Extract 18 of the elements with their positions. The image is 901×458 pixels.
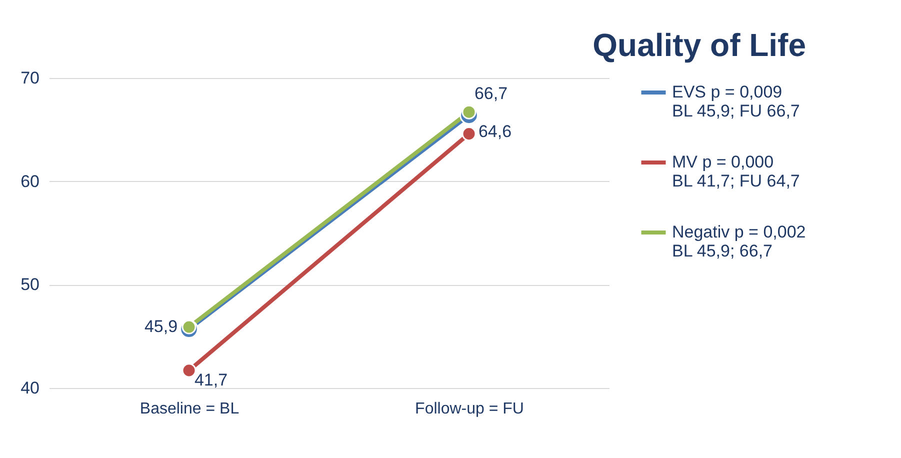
y-tick-label: 60 [20,172,40,191]
legend-label: Negativ p = 0,002 BL 45,9; 66,7 [672,222,806,260]
point [462,126,476,142]
y-tick-label: 40 [20,378,40,398]
y-tick-label: 50 [20,275,40,294]
legend-label: MV p = 0,000 BL 41,7; FU 64,7 [672,152,800,190]
y-tick-label: 70 [20,68,40,88]
data-label: 64,6 [478,122,512,141]
data-label: 66,7 [474,84,508,104]
point [462,104,476,120]
text: Quality of Life [592,27,806,63]
x-tick-label: Follow-up = FU [415,400,524,418]
data-label: 41,7 [194,370,228,390]
x-tick-label: Baseline = BL [140,400,240,418]
data-label: 45,9 [144,317,178,336]
legend-label: EVS p = 0,009 BL 45,9; FU 66,7 [672,82,800,120]
point [182,320,196,334]
point [182,363,196,378]
